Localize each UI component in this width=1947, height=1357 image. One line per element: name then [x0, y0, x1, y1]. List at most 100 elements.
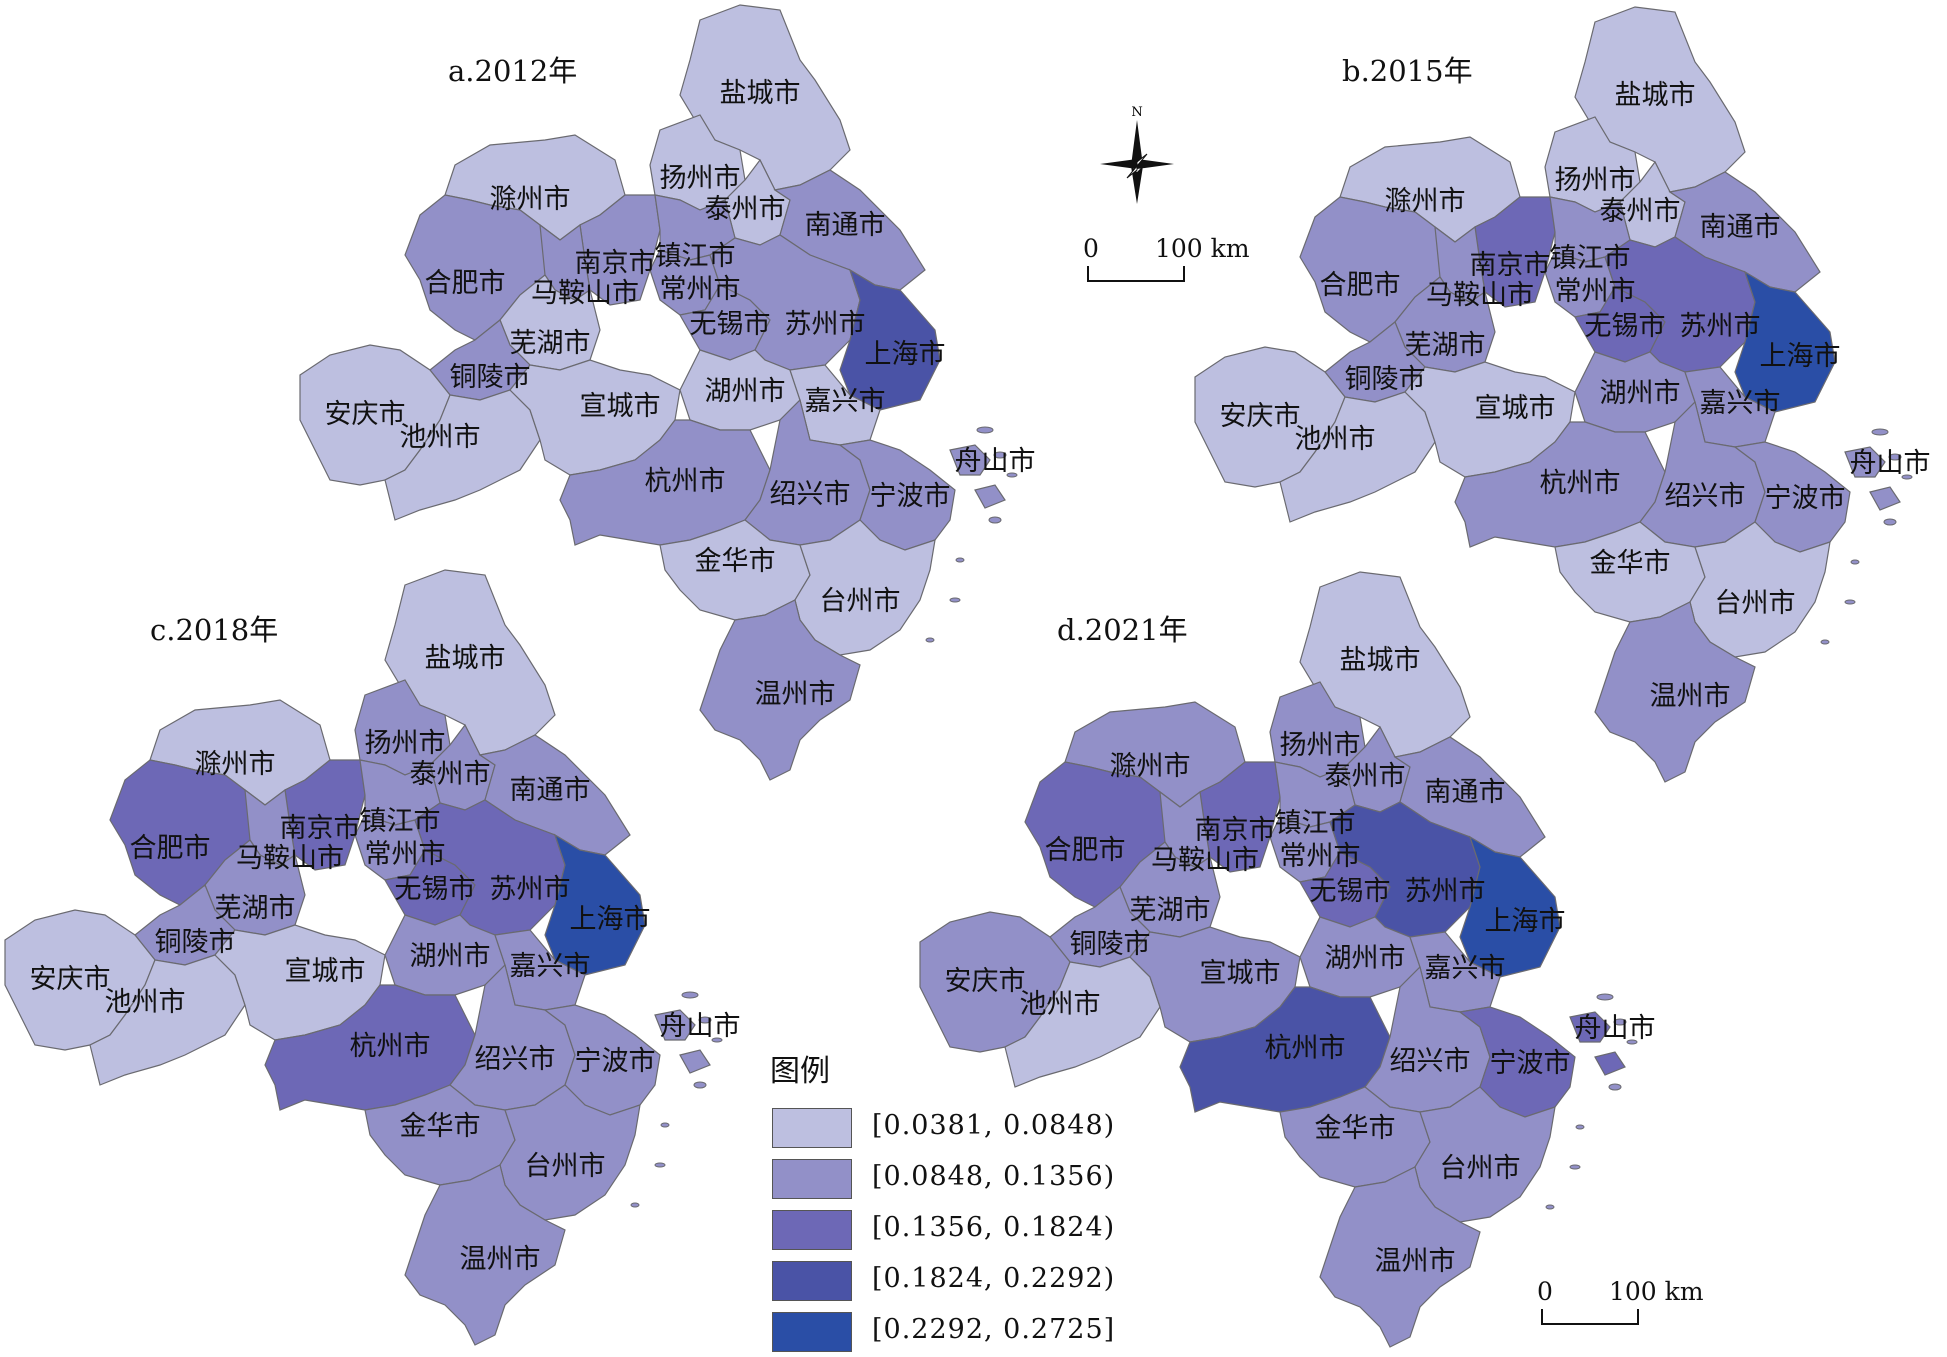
region-label: 杭州市: [350, 1031, 431, 1062]
region-label: 盐城市: [425, 643, 506, 674]
legend-label: [0.1824, 0.2292): [872, 1263, 1116, 1294]
region-label: 嘉兴市: [510, 951, 591, 982]
island: [1596, 993, 1614, 1001]
region-label: 泰州市: [705, 194, 786, 225]
region-label: 金华市: [1315, 1113, 1396, 1144]
region-label: 宁波市: [870, 481, 951, 512]
legend-swatch: [772, 1159, 852, 1199]
region-label: 苏州市: [1405, 876, 1486, 907]
region-label: 铜陵市: [1345, 364, 1426, 395]
island: [1608, 1083, 1622, 1091]
region-label: 池州市: [400, 422, 481, 453]
region-label: 金华市: [1590, 548, 1671, 579]
panel-title-a: a.2012年: [448, 54, 578, 88]
island: [1575, 1124, 1585, 1130]
region-池州市: [1279, 391, 1436, 523]
legend-label: [0.0848, 0.1356): [872, 1161, 1116, 1192]
region-label: 金华市: [695, 546, 776, 577]
legend-item: [0.2292, 0.2725]: [772, 1312, 1162, 1352]
region-label: 盐城市: [1615, 80, 1696, 111]
region-label: 杭州市: [1265, 1033, 1346, 1064]
region-label: 宣城市: [1475, 393, 1556, 424]
region-label: 绍兴市: [1390, 1046, 1471, 1077]
region-label: 铜陵市: [1070, 929, 1151, 960]
region-label: 泰州市: [1325, 761, 1406, 792]
region-label: 常州市: [1280, 841, 1361, 872]
region-label: 盐城市: [720, 78, 801, 109]
island: [681, 991, 699, 999]
region-label: 上海市: [1760, 341, 1841, 372]
region-label: 宁波市: [575, 1046, 656, 1077]
island: [630, 1202, 640, 1208]
legend-swatch: [772, 1210, 852, 1250]
island: [976, 426, 994, 434]
scale-bar-line: [1541, 1309, 1639, 1325]
north-arrow-icon: N: [1092, 104, 1182, 204]
legend-swatch: [772, 1108, 852, 1148]
island: [1820, 639, 1830, 645]
region-label: 上海市: [865, 339, 946, 370]
region-label: 泰州市: [410, 759, 491, 790]
region-label: 常州市: [660, 274, 741, 305]
region-label: 台州市: [820, 586, 901, 617]
region-label: 台州市: [1715, 588, 1796, 619]
panel-title-d: d.2021年: [1057, 613, 1188, 647]
region-label: 南京市: [575, 248, 656, 279]
region-label: 镇江市: [360, 806, 441, 837]
island: [1850, 559, 1860, 565]
region-label: 安庆市: [945, 966, 1026, 997]
region-label: 合肥市: [1320, 270, 1401, 301]
island: [988, 516, 1002, 524]
region-label: 温州市: [460, 1244, 541, 1275]
region-label: 温州市: [755, 679, 836, 710]
north-label: N: [1131, 105, 1142, 120]
island: [1888, 453, 1902, 461]
island: [993, 451, 1007, 459]
region-label: 无锡市: [690, 309, 771, 340]
region-label: 池州市: [1295, 424, 1376, 455]
region-label: 合肥市: [130, 833, 211, 864]
region-label: 马鞍山市: [1151, 845, 1259, 876]
legend-item: [0.1824, 0.2292): [772, 1261, 1162, 1301]
region-label: 宁波市: [1765, 483, 1846, 514]
region-label: 绍兴市: [1665, 481, 1746, 512]
region-label: 南通市: [1700, 212, 1781, 243]
island: [1626, 1039, 1638, 1045]
region-舟山市: [1569, 1011, 1626, 1076]
region-label: 安庆市: [30, 964, 111, 995]
region-label: 泰州市: [1600, 196, 1681, 227]
region-label: 舟山市: [1850, 448, 1931, 479]
region-label: 嘉兴市: [1700, 388, 1781, 419]
region-label: 南京市: [1470, 250, 1551, 281]
region-label: 芜湖市: [510, 328, 591, 359]
region-label: 无锡市: [395, 874, 476, 905]
island: [660, 1122, 670, 1128]
region-label: 扬州市: [1555, 165, 1636, 196]
region-label: 常州市: [365, 839, 446, 870]
region-label: 宁波市: [1490, 1048, 1571, 1079]
island: [711, 1037, 723, 1043]
region-舟山市: [1844, 446, 1901, 511]
island: [1871, 428, 1889, 436]
region-label: 扬州市: [365, 728, 446, 759]
region-上海市: [839, 268, 941, 411]
region-label: 湖州市: [705, 376, 786, 407]
region-label: 马鞍山市: [531, 278, 639, 309]
legend-item: [0.0848, 0.1356): [772, 1159, 1162, 1199]
region-label: 苏州市: [490, 874, 571, 905]
scale-bar-bottom: 0 100 km: [1537, 1277, 1704, 1337]
region-label: 芜湖市: [215, 893, 296, 924]
legend-title: 图例: [770, 1054, 830, 1089]
region-label: 安庆市: [325, 399, 406, 430]
legend-label: [0.1356, 0.1824): [872, 1212, 1116, 1243]
scale-bar-top: 0 100 km: [1083, 234, 1250, 294]
region-label: 铜陵市: [450, 362, 531, 393]
region-舟山市: [949, 444, 1006, 509]
region-label: 杭州市: [1540, 468, 1621, 499]
region-label: 温州市: [1375, 1246, 1456, 1277]
region-label: 上海市: [570, 904, 651, 935]
region-label: 宣城市: [580, 391, 661, 422]
